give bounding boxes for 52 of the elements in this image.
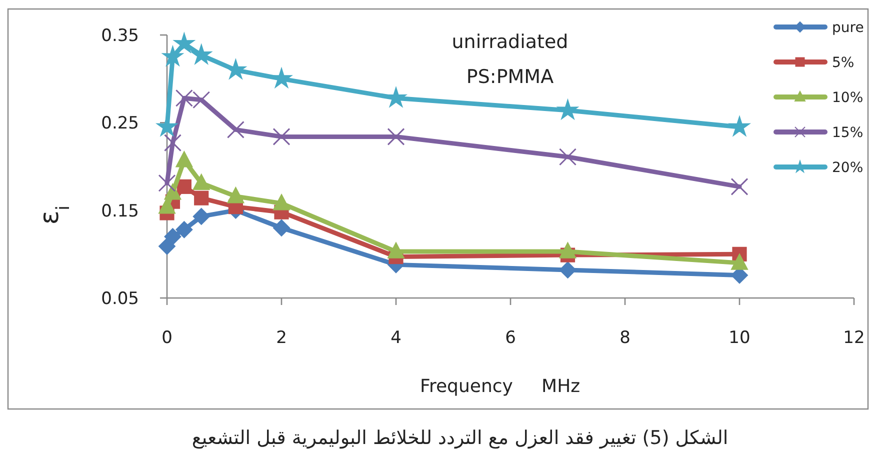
legend-label: pure <box>832 20 864 36</box>
point <box>272 128 290 146</box>
point <box>158 198 176 214</box>
point <box>559 148 576 166</box>
point <box>174 33 194 52</box>
point <box>272 68 292 88</box>
annotation: PS:PMMA <box>466 66 554 88</box>
x-tick-label: 0 <box>162 328 172 348</box>
point <box>386 88 406 107</box>
annotation: unirradiated <box>452 31 568 53</box>
legend-label: 5% <box>832 55 854 71</box>
point <box>192 91 210 109</box>
point <box>226 120 244 138</box>
x-tick-label: 6 <box>505 328 516 348</box>
point <box>388 242 404 258</box>
point <box>176 151 193 168</box>
point <box>164 134 182 152</box>
point <box>162 46 183 66</box>
point <box>559 242 576 258</box>
legend-label: 15% <box>832 125 864 141</box>
point <box>176 179 192 194</box>
point <box>158 174 176 192</box>
y-tick-label: 0.05 <box>101 289 139 309</box>
point <box>731 254 748 270</box>
point <box>175 89 193 107</box>
y-tick-label: 0.35 <box>101 26 139 46</box>
point <box>730 116 750 136</box>
x-tick-label: 8 <box>620 328 630 348</box>
legend-label: 10% <box>832 90 864 106</box>
x-tick-label: 4 <box>390 328 402 348</box>
point <box>558 100 578 119</box>
point <box>730 178 748 196</box>
point <box>164 228 182 246</box>
point <box>194 190 209 206</box>
point <box>227 187 244 204</box>
point <box>176 221 193 238</box>
point <box>192 208 210 225</box>
x-tick-label: 10 <box>728 328 750 348</box>
x-tick-label: 12 <box>843 328 865 348</box>
point <box>559 261 576 278</box>
point <box>191 44 212 64</box>
point <box>273 194 290 210</box>
text: الشكل (5) تغيير فقد العزل مع التردد للخلائط البوليمرية قبل التشعيع <box>192 427 728 449</box>
x-tick-label: 2 <box>276 328 287 348</box>
point <box>192 174 210 190</box>
point <box>164 184 182 200</box>
y-tick-label: 0.15 <box>101 201 139 222</box>
legend-label: 20% <box>832 160 864 176</box>
point <box>273 219 290 236</box>
point <box>387 128 405 146</box>
x-axis-title: Frequency MHz <box>420 376 580 397</box>
y-tick-label: 0.25 <box>101 114 139 134</box>
